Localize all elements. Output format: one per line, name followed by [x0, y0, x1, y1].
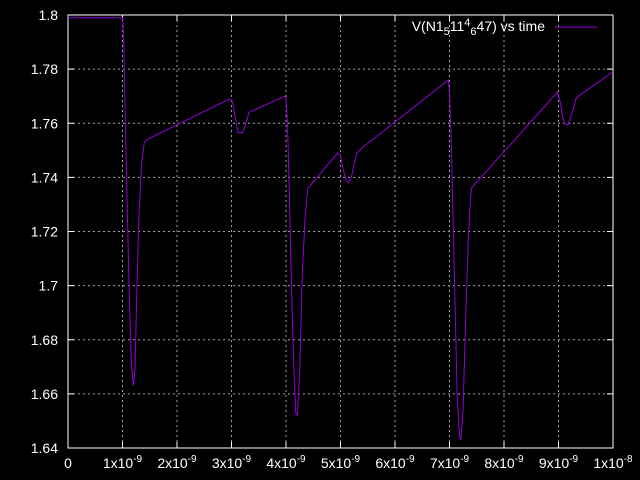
x-tick-labels: 0 1x10-9 2x10-9 3x10-9 4x10-9 5x10-9 6x10-9 7x1…: [64, 454, 633, 471]
y-tick-label: 1.8: [39, 7, 59, 23]
grid-lines: [68, 15, 613, 448]
x-tick-label: 1x10-8: [593, 454, 633, 471]
x-tick-label: 6x10-9: [375, 454, 415, 471]
x-tick-label: 4x10-9: [266, 454, 306, 471]
y-tick-label: 1.68: [31, 332, 58, 348]
x-tick-label: 8x10-9: [484, 454, 524, 471]
x-tick-label: 5x10-9: [321, 454, 361, 471]
y-tick-labels: 1.64 1.66 1.68 1.7 1.72 1.74 1.76 1.78 1.8: [31, 7, 58, 456]
x-tick-label: 3x10-9: [212, 454, 252, 471]
x-tick-label: 7x10-9: [430, 454, 470, 471]
y-tick-label: 1.64: [31, 440, 58, 456]
plot-frame: [67, 14, 614, 449]
y-tick-label: 1.76: [31, 115, 58, 131]
y-tick-label: 1.66: [31, 386, 58, 402]
y-tick-label: 1.74: [31, 169, 58, 185]
x-tick-label: 2x10-9: [157, 454, 197, 471]
y-tick-label: 1.72: [31, 224, 58, 240]
legend-label: V(N15114647) vs time: [412, 17, 546, 38]
series-line: [68, 17, 614, 441]
y-tick-label: 1.7: [39, 278, 59, 294]
x-tick-label: 0: [64, 455, 72, 471]
x-tick-label: 1x10-9: [103, 454, 143, 471]
y-tick-label: 1.78: [31, 61, 58, 77]
legend: V(N15114647) vs time: [412, 17, 597, 38]
x-tick-label: 9x10-9: [539, 454, 579, 471]
